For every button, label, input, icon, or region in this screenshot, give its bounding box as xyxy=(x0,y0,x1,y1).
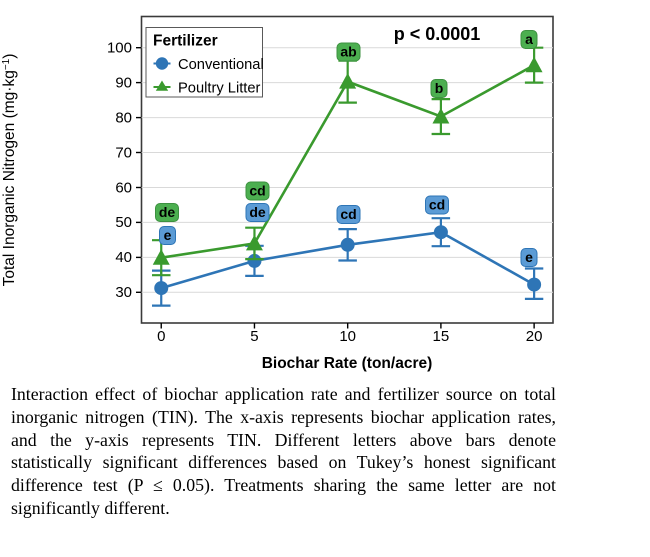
svg-text:30: 30 xyxy=(115,284,132,301)
svg-text:e: e xyxy=(525,249,533,265)
svg-text:de: de xyxy=(159,204,176,220)
svg-text:e: e xyxy=(164,227,172,243)
svg-text:5: 5 xyxy=(250,328,258,345)
svg-text:100: 100 xyxy=(107,40,132,57)
svg-text:15: 15 xyxy=(433,328,450,345)
svg-text:0: 0 xyxy=(157,328,165,345)
svg-text:p < 0.0001: p < 0.0001 xyxy=(394,24,481,44)
svg-text:90: 90 xyxy=(115,74,132,91)
svg-text:a: a xyxy=(525,31,533,47)
svg-text:cd: cd xyxy=(340,206,356,222)
svg-text:60: 60 xyxy=(115,179,132,196)
svg-text:70: 70 xyxy=(115,144,132,161)
svg-text:Poultry Litter: Poultry Litter xyxy=(178,80,261,96)
svg-text:80: 80 xyxy=(115,109,132,126)
svg-text:de: de xyxy=(249,204,266,220)
svg-text:50: 50 xyxy=(115,214,132,231)
svg-text:Biochar Rate (ton/acre): Biochar Rate (ton/acre) xyxy=(262,355,433,372)
svg-text:Fertilizer: Fertilizer xyxy=(153,33,218,50)
svg-text:20: 20 xyxy=(526,328,543,345)
svg-text:Total Inorganic Nitrogen (mg·k: Total Inorganic Nitrogen (mg·kg−1) xyxy=(1,54,19,287)
svg-text:cd: cd xyxy=(429,197,445,213)
svg-text:cd: cd xyxy=(249,183,265,199)
svg-text:10: 10 xyxy=(339,328,356,345)
svg-text:ab: ab xyxy=(340,44,356,60)
svg-text:40: 40 xyxy=(115,249,132,266)
svg-text:b: b xyxy=(435,80,444,96)
svg-text:Conventional: Conventional xyxy=(178,57,264,73)
